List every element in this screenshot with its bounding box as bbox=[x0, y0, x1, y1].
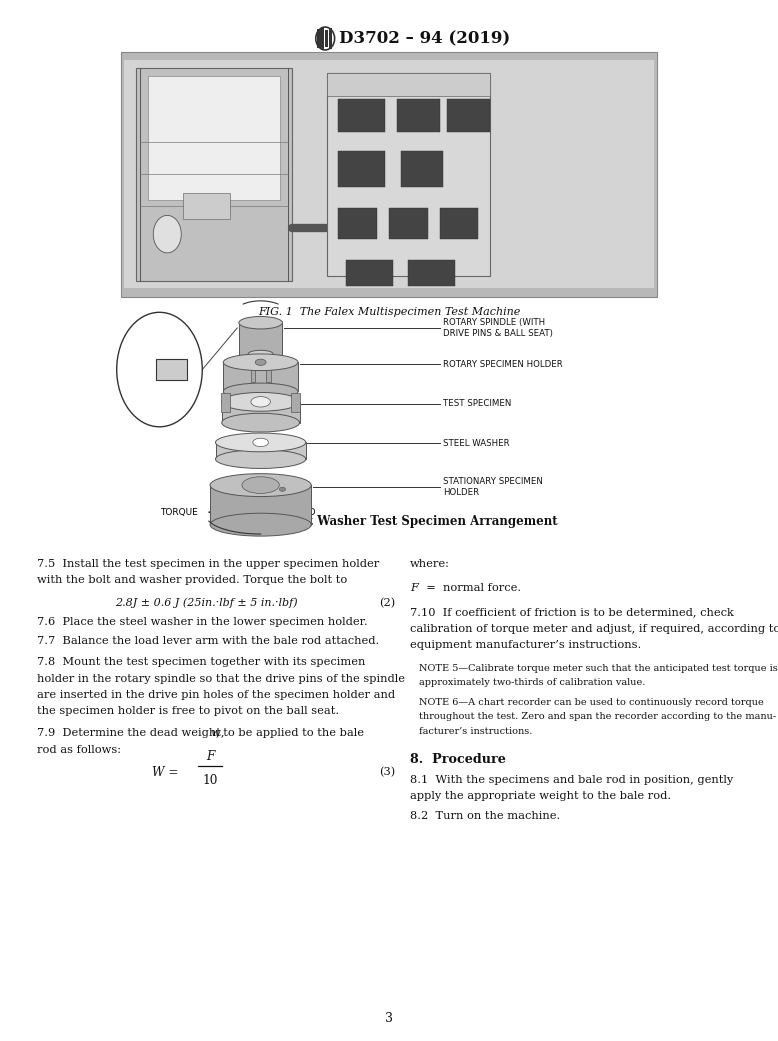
Text: NOTE 5—Calibrate torque meter such that the anticipated test torque is: NOTE 5—Calibrate torque meter such that … bbox=[419, 664, 778, 672]
Text: STATIONARY SPECIMEN
HOLDER: STATIONARY SPECIMEN HOLDER bbox=[443, 478, 543, 497]
Bar bbox=[408, 260, 455, 286]
Bar bbox=[338, 151, 385, 187]
Ellipse shape bbox=[222, 392, 300, 411]
Bar bbox=[148, 76, 280, 200]
Text: W =: W = bbox=[152, 765, 179, 779]
Text: w: w bbox=[210, 729, 220, 738]
Bar bbox=[327, 73, 490, 96]
Bar bbox=[321, 27, 324, 50]
Bar bbox=[338, 208, 377, 239]
Bar bbox=[266, 366, 271, 382]
Ellipse shape bbox=[248, 365, 273, 374]
Ellipse shape bbox=[239, 358, 282, 371]
Circle shape bbox=[153, 215, 181, 253]
Ellipse shape bbox=[239, 316, 282, 329]
Bar bbox=[136, 68, 292, 281]
Text: FIG. 2  Thrust Washer Test Specimen Arrangement: FIG. 2 Thrust Washer Test Specimen Arran… bbox=[221, 515, 557, 528]
Bar bbox=[124, 60, 654, 288]
Bar bbox=[440, 208, 478, 239]
Bar bbox=[216, 442, 306, 459]
Bar bbox=[156, 359, 187, 380]
Text: 8.2  Turn on the machine.: 8.2 Turn on the machine. bbox=[410, 811, 560, 820]
Text: 7.6  Place the steel washer in the lower specimen holder.: 7.6 Place the steel washer in the lower … bbox=[37, 617, 368, 627]
Bar bbox=[239, 323, 282, 364]
Bar bbox=[222, 402, 300, 423]
Ellipse shape bbox=[248, 350, 273, 358]
Text: (2): (2) bbox=[379, 598, 395, 608]
Text: 7.10  If coefficient of friction is to be determined, check: 7.10 If coefficient of friction is to be… bbox=[410, 608, 734, 617]
Bar bbox=[183, 193, 230, 219]
Ellipse shape bbox=[242, 477, 279, 493]
Text: 8.  Procedure: 8. Procedure bbox=[410, 753, 506, 765]
Text: 3: 3 bbox=[385, 1012, 393, 1024]
Bar bbox=[329, 28, 332, 49]
Text: D3702 – 94 (2019): D3702 – 94 (2019) bbox=[339, 30, 510, 47]
Text: with the bolt and washer provided. Torque the bolt to: with the bolt and washer provided. Torqu… bbox=[37, 575, 348, 585]
Text: , to be applied to the bale: , to be applied to the bale bbox=[216, 729, 364, 738]
Ellipse shape bbox=[223, 383, 298, 400]
Text: approximately two-thirds of calibration value.: approximately two-thirds of calibration … bbox=[419, 679, 646, 687]
Ellipse shape bbox=[210, 474, 311, 497]
Text: 7.9  Determine the dead weight,: 7.9 Determine the dead weight, bbox=[37, 729, 229, 738]
Ellipse shape bbox=[210, 513, 311, 536]
Text: FIG. 1  The Falex Multispecimen Test Machine: FIG. 1 The Falex Multispecimen Test Mach… bbox=[258, 307, 520, 318]
Ellipse shape bbox=[253, 438, 268, 447]
Text: 7.7  Balance the load lever arm with the bale rod attached.: 7.7 Balance the load lever arm with the … bbox=[37, 636, 380, 646]
Bar bbox=[317, 29, 321, 48]
Text: rod as follows:: rod as follows: bbox=[37, 744, 121, 755]
Bar bbox=[221, 393, 230, 412]
Text: facturer’s instructions.: facturer’s instructions. bbox=[419, 727, 533, 736]
Text: 8.1  With the specimens and bale rod in position, gently: 8.1 With the specimens and bale rod in p… bbox=[410, 776, 733, 785]
Text: 2.8J ± 0.6 J (25in.·lbf ± 5 in.·lbf): 2.8J ± 0.6 J (25in.·lbf ± 5 in.·lbf) bbox=[115, 598, 297, 608]
Ellipse shape bbox=[222, 413, 300, 432]
Bar bbox=[338, 99, 385, 132]
Ellipse shape bbox=[216, 433, 306, 452]
Text: holder in the rotary spindle so that the drive pins of the spindle: holder in the rotary spindle so that the… bbox=[37, 674, 405, 684]
Text: 7.8  Mount the test specimen together with its specimen: 7.8 Mount the test specimen together wit… bbox=[37, 658, 366, 667]
Ellipse shape bbox=[223, 354, 298, 371]
Bar bbox=[401, 151, 443, 187]
Text: (3): (3) bbox=[379, 767, 395, 778]
Text: F: F bbox=[206, 750, 214, 763]
Text: NOTE 6—A chart recorder can be used to continuously record torque: NOTE 6—A chart recorder can be used to c… bbox=[419, 697, 764, 707]
Text: where:: where: bbox=[410, 559, 450, 569]
Text: apply the appropriate weight to the bale rod.: apply the appropriate weight to the bale… bbox=[410, 791, 671, 802]
Text: ROTARY SPECIMEN HOLDER: ROTARY SPECIMEN HOLDER bbox=[443, 360, 563, 369]
Bar bbox=[223, 362, 298, 391]
Text: X: X bbox=[139, 360, 145, 369]
Text: F: F bbox=[410, 583, 418, 593]
Bar bbox=[248, 354, 273, 370]
Bar bbox=[346, 260, 393, 286]
Text: the specimen holder is free to pivot on the ball seat.: the specimen holder is free to pivot on … bbox=[37, 706, 339, 716]
Ellipse shape bbox=[216, 450, 306, 468]
Text: =  normal force.: = normal force. bbox=[419, 583, 521, 593]
Text: LOAD: LOAD bbox=[291, 508, 316, 516]
Bar bbox=[251, 366, 255, 382]
Bar bbox=[397, 99, 440, 132]
Circle shape bbox=[117, 312, 202, 427]
Bar bbox=[325, 30, 328, 47]
Text: 10: 10 bbox=[202, 775, 218, 787]
Ellipse shape bbox=[279, 487, 286, 491]
Bar bbox=[447, 99, 490, 132]
Text: equipment manufacturer’s instructions.: equipment manufacturer’s instructions. bbox=[410, 639, 641, 650]
Text: 7.5  Install the test specimen in the upper specimen holder: 7.5 Install the test specimen in the upp… bbox=[37, 559, 380, 569]
Ellipse shape bbox=[255, 359, 266, 365]
Text: ROTARY SPINDLE (WITH
DRIVE PINS & BALL SEAT): ROTARY SPINDLE (WITH DRIVE PINS & BALL S… bbox=[443, 319, 553, 337]
Ellipse shape bbox=[251, 397, 271, 407]
Bar bbox=[327, 73, 490, 276]
Text: throughout the test. Zero and span the recorder according to the manu-: throughout the test. Zero and span the r… bbox=[419, 712, 776, 721]
Bar bbox=[210, 485, 311, 525]
Text: are inserted in the drive pin holes of the specimen holder and: are inserted in the drive pin holes of t… bbox=[37, 690, 395, 700]
Text: TEST SPECIMEN: TEST SPECIMEN bbox=[443, 400, 512, 408]
Bar bbox=[121, 52, 657, 297]
Text: TORQUE: TORQUE bbox=[160, 508, 198, 516]
Text: calibration of torque meter and adjust, if required, according to: calibration of torque meter and adjust, … bbox=[410, 624, 778, 634]
Bar bbox=[389, 208, 428, 239]
Bar bbox=[291, 393, 300, 412]
Text: STEEL WASHER: STEEL WASHER bbox=[443, 439, 510, 448]
